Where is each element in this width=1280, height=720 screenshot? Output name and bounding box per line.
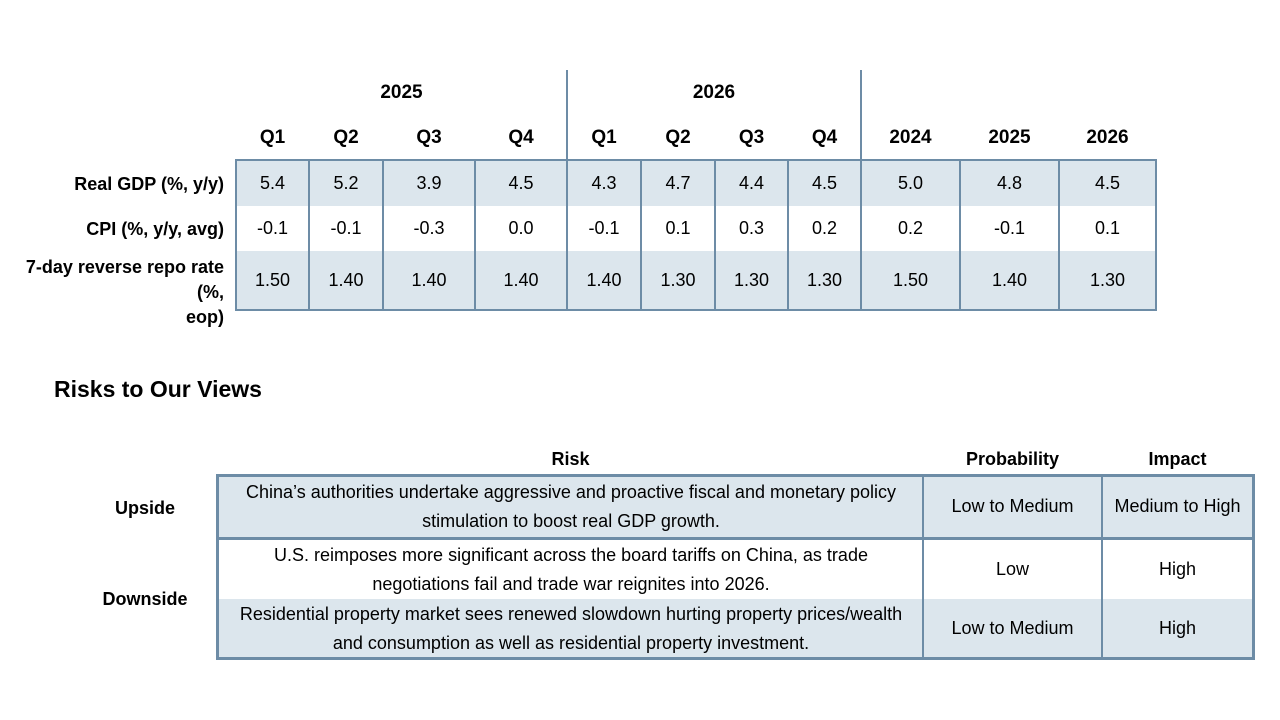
col-header-q4-2025: Q4 — [508, 127, 534, 148]
risk-border-left — [216, 474, 219, 660]
value-real-gdp-col-7: 4.4 — [738, 172, 765, 193]
value-repo-rate-col-3: 1.40 — [411, 270, 447, 290]
value-repo-rate-col-2: 1.40 — [328, 270, 364, 290]
row-label-repo-rate: 7-day reverse repo rate (%, eop) — [0, 255, 224, 330]
col-header-2025: 2025 — [988, 127, 1031, 148]
group-divider-2026 — [566, 70, 568, 310]
impact-header: Impact — [1148, 449, 1207, 469]
risks-section-title: Risks to Our Views — [54, 376, 262, 402]
value-real-gdp-col-6: 4.7 — [665, 172, 691, 193]
value-repo-rate-col-9: 1.50 — [892, 270, 929, 290]
col-header-2024: 2024 — [889, 127, 932, 148]
risk-border-bottom — [216, 657, 1255, 660]
value-repo-rate-col-8: 1.30 — [806, 270, 843, 290]
upside-label: Upside — [114, 498, 175, 518]
col-divider — [640, 160, 642, 310]
value-cpi-col-3: -0.3 — [413, 218, 445, 238]
row-shade-repo — [236, 251, 1156, 310]
value-repo-rate-col-1: 1.50 — [254, 270, 291, 290]
col-divider — [714, 160, 716, 310]
col-header-q2-2025: Q2 — [333, 127, 359, 148]
risk-row-shade-upside — [218, 476, 1253, 537]
table-border-right — [1155, 159, 1157, 311]
row-shade-gdp — [236, 160, 1156, 206]
col-header-q3-2026: Q3 — [738, 127, 765, 148]
risk-text-tariffs: U.S. reimposes more significant across t… — [274, 544, 868, 594]
value-repo-rate-col-4: 1.40 — [503, 270, 539, 290]
value-real-gdp-col-4: 4.5 — [508, 172, 534, 193]
value-real-gdp-col-9: 5.0 — [897, 172, 924, 193]
col-divider — [382, 160, 384, 310]
row-label-real-gdp: Real GDP (%, y/y) — [74, 174, 224, 194]
value-cpi-col-11: 0.1 — [1094, 218, 1121, 238]
risk-border-top — [216, 474, 1255, 477]
value-cpi-col-8: 0.2 — [811, 218, 838, 238]
risk-probability-property: Low to Medium — [951, 618, 1074, 638]
value-repo-rate-col-5: 1.40 — [586, 270, 622, 290]
col-divider — [1058, 160, 1060, 310]
risk-col-divider — [1101, 474, 1103, 660]
value-real-gdp-col-3: 3.9 — [416, 172, 442, 193]
col-header-q4-2026: Q4 — [811, 127, 838, 148]
value-cpi-col-10: -0.1 — [993, 218, 1026, 238]
col-header-q2-2026: Q2 — [665, 127, 691, 148]
col-header-2026: 2026 — [1086, 127, 1129, 148]
value-real-gdp-col-11: 4.5 — [1094, 172, 1121, 193]
risk-row-shade-property — [218, 599, 1253, 658]
risk-border-right — [1252, 474, 1255, 660]
downside-label: Downside — [102, 589, 188, 609]
value-cpi-col-5: -0.1 — [588, 218, 620, 238]
risk-impact-tariffs: High — [1158, 559, 1197, 579]
row-label-repo-line1: 7-day reverse repo rate (%, — [25, 257, 224, 302]
risk-text-property: Residential property market sees renewed… — [239, 603, 903, 653]
value-real-gdp-col-8: 4.5 — [811, 172, 838, 193]
value-cpi-col-1: -0.1 — [256, 218, 289, 238]
value-repo-rate-col-11: 1.30 — [1089, 270, 1126, 290]
risk-probability-upside: Low to Medium — [951, 496, 1074, 516]
value-cpi-col-6: 0.1 — [665, 218, 691, 238]
risk-col-divider — [922, 474, 924, 660]
value-repo-rate-col-6: 1.30 — [660, 270, 696, 290]
col-divider — [787, 160, 789, 310]
value-cpi-col-7: 0.3 — [738, 218, 765, 238]
value-repo-rate-col-10: 1.40 — [991, 270, 1028, 290]
value-real-gdp-col-10: 4.8 — [996, 172, 1023, 193]
value-real-gdp-col-2: 5.2 — [333, 172, 359, 193]
col-divider — [474, 160, 476, 310]
risk-probability-tariffs: Low — [995, 559, 1030, 579]
value-cpi-col-9: 0.2 — [897, 218, 924, 238]
year-header-2025: 2025 — [380, 82, 423, 103]
col-divider — [959, 160, 961, 310]
col-header-q3-2025: Q3 — [416, 127, 442, 148]
value-real-gdp-col-5: 4.3 — [591, 172, 617, 193]
row-label-repo-line2: eop) — [186, 307, 224, 327]
value-cpi-col-2: -0.1 — [330, 218, 362, 238]
col-header-q1-2026: Q1 — [591, 127, 617, 148]
row-label-cpi: CPI (%, y/y, avg) — [86, 219, 224, 239]
col-header-q1-2025: Q1 — [259, 127, 286, 148]
risk-group-divider — [216, 537, 1255, 540]
table-border-left — [235, 159, 237, 311]
table-border-top — [235, 159, 1157, 161]
year-header-2026: 2026 — [692, 82, 736, 103]
value-cpi-col-4: 0.0 — [508, 218, 534, 238]
risk-text-upside: China’s authorities undertake aggressive… — [245, 481, 897, 531]
value-real-gdp-col-1: 5.4 — [259, 172, 286, 193]
table-border-bottom — [235, 309, 1157, 311]
probability-header: Probability — [965, 449, 1059, 469]
risk-impact-property: High — [1158, 618, 1197, 638]
risk-header: Risk — [551, 449, 590, 469]
col-divider — [308, 160, 310, 310]
risk-impact-upside: Medium to High — [1114, 496, 1241, 516]
group-divider-annual — [860, 70, 862, 310]
value-repo-rate-col-7: 1.30 — [733, 270, 770, 290]
